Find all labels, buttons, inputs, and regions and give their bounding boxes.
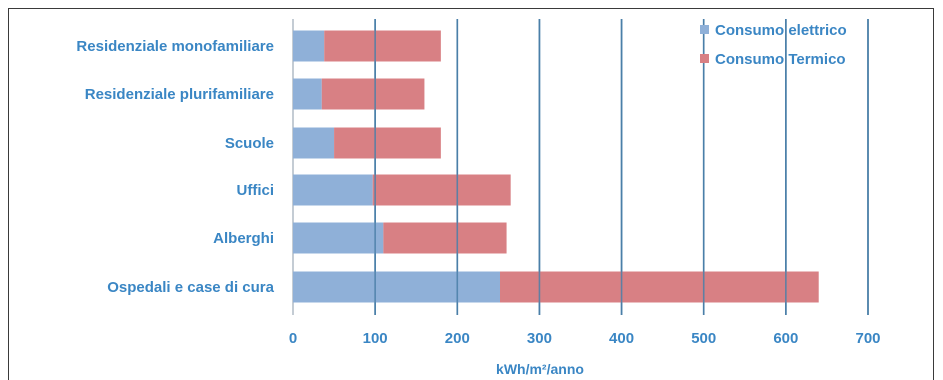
bar-segment [372, 174, 511, 206]
x-tick-label: 0 [289, 330, 297, 347]
x-tick-label: 600 [773, 330, 798, 347]
legend: Consumo elettrico Consumo Termico [700, 22, 847, 68]
category-label: Scuole [225, 135, 274, 152]
category-label: Alberghi [213, 230, 274, 247]
bar-segment [293, 127, 335, 159]
legend-label: Consumo Termico [715, 51, 846, 68]
x-tick-label: 400 [609, 330, 634, 347]
bar-segment [383, 222, 507, 254]
x-tick-label: 300 [527, 330, 552, 347]
category-label: Uffici [237, 182, 275, 199]
bar-segment [293, 30, 325, 62]
bar-segment [293, 222, 384, 254]
bar-segment [324, 30, 441, 62]
category-label: Ospedali e case di cura [107, 279, 274, 296]
bar-segment [293, 271, 500, 303]
bar-segment [500, 271, 819, 303]
x-tick-label: 200 [445, 330, 470, 347]
legend-label: Consumo elettrico [715, 22, 847, 39]
bar-segment [334, 127, 441, 159]
category-label: Residenziale plurifamiliare [85, 86, 274, 103]
bars [293, 19, 869, 315]
x-tick-labels: 0 100 200 300 400 500 600 700 [289, 330, 881, 347]
bar-segment [293, 78, 322, 110]
category-labels: Residenziale monofamiliare Residenziale p… [76, 38, 274, 296]
legend-swatch [700, 25, 709, 34]
x-tick-label: 100 [363, 330, 388, 347]
bar-segment [321, 78, 425, 110]
x-axis-label: kWh/m²/anno [496, 361, 584, 377]
category-label: Residenziale monofamiliare [76, 38, 274, 55]
bar-segment [293, 174, 373, 206]
x-tick-label: 500 [691, 330, 716, 347]
legend-swatch [700, 54, 709, 63]
x-tick-label: 700 [855, 330, 880, 347]
chart-frame [8, 8, 934, 380]
